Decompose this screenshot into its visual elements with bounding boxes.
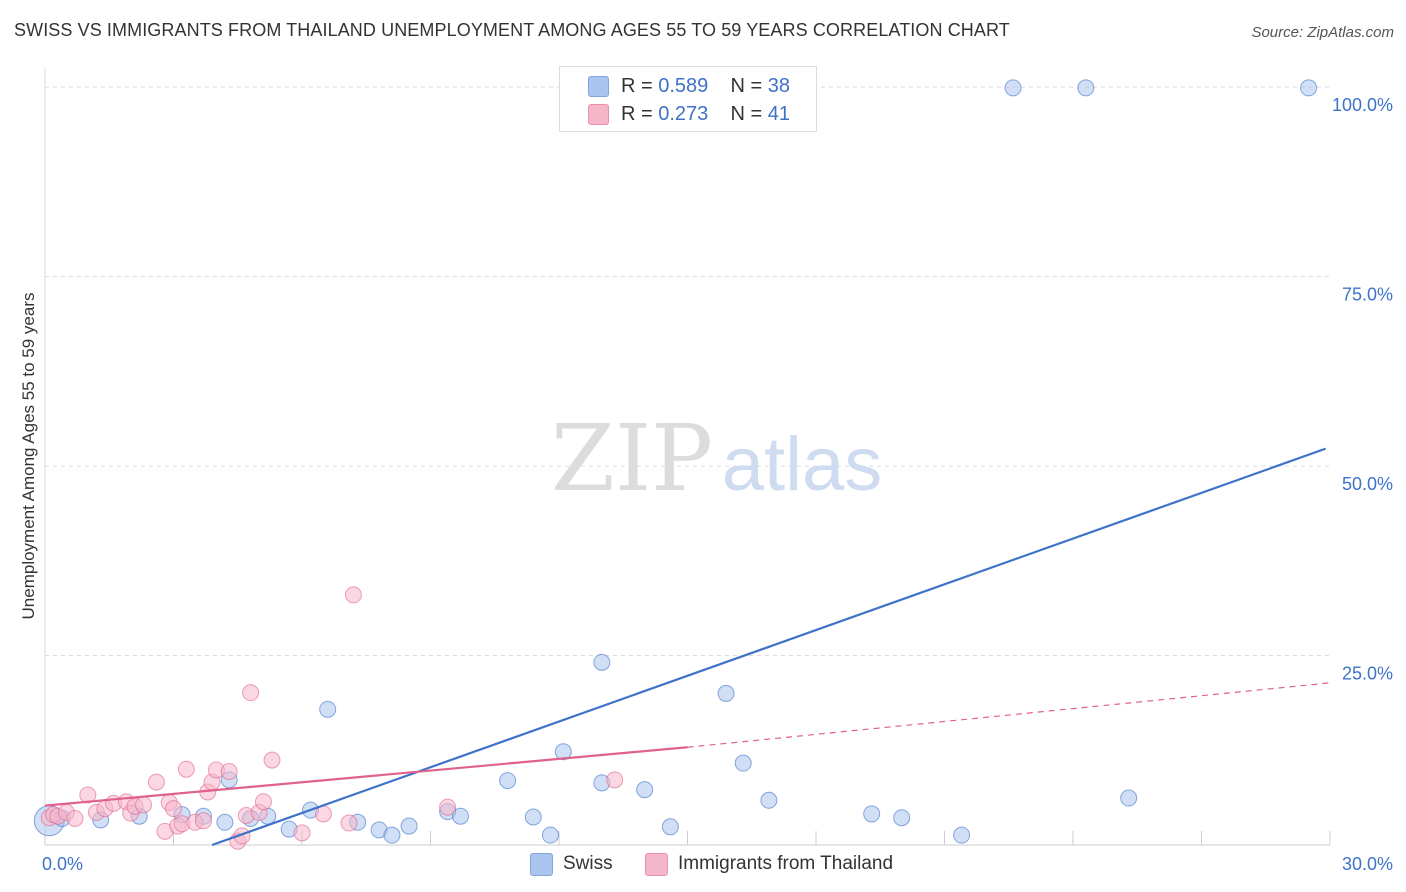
source-label: Source: ZipAtlas.com (1251, 24, 1394, 41)
watermark-zip: ZIP (551, 405, 713, 512)
trend-line-swiss (211, 447, 1327, 847)
trend-line-thailand (44, 746, 688, 807)
point-swiss (893, 809, 911, 827)
point-swiss (593, 653, 611, 671)
point-thailand (147, 773, 165, 791)
point-thailand (293, 824, 311, 842)
watermark-atlas: atlas (722, 422, 883, 507)
legend-label-swiss: Swiss (563, 853, 613, 874)
point-swiss (760, 791, 778, 809)
tick-label-layer: 25.0% 50.0% 75.0% 100.0% 0.0% 30.0% (42, 95, 1393, 874)
point-thailand (344, 586, 362, 604)
legend-n-label: N = (730, 75, 768, 97)
point-swiss (383, 826, 401, 844)
legend-n-value: 41 (767, 103, 791, 125)
legend-r-label: R = (621, 75, 659, 97)
point-swiss (1300, 79, 1318, 97)
point-swiss (319, 700, 337, 718)
point-thailand (177, 760, 195, 778)
legend-r-value: 0.589 (658, 75, 709, 97)
legend-swatch-thailand (645, 853, 668, 876)
point-swiss (636, 781, 654, 799)
legend-swatch-swiss (588, 76, 609, 97)
legend-r-value: 0.273 (658, 103, 709, 125)
point-thailand (263, 751, 281, 769)
point-swiss (734, 754, 752, 772)
point-thailand (135, 796, 153, 814)
y-tick-label: 25.0% (1342, 664, 1393, 684)
y-tick-label: 75.0% (1342, 285, 1393, 305)
chart-title: SWISS VS IMMIGRANTS FROM THAILAND UNEMPL… (14, 20, 1010, 40)
point-thailand (79, 786, 97, 804)
point-swiss (1004, 79, 1022, 97)
legend-n-value: 38 (767, 75, 791, 97)
point-swiss (524, 808, 542, 826)
legend-n-label: N = (730, 103, 768, 125)
legend-swatch-thailand (588, 104, 609, 125)
points-layer (33, 79, 1318, 850)
point-swiss (541, 826, 559, 844)
point-thailand (606, 771, 624, 789)
point-swiss (400, 817, 418, 835)
x-tick-label: 0.0% (42, 854, 83, 874)
point-thailand (165, 800, 182, 818)
y-tick-label: 100.0% (1332, 95, 1393, 115)
point-swiss (451, 807, 469, 825)
point-thailand (340, 814, 358, 832)
point-thailand (66, 809, 84, 827)
trend-layer (44, 447, 1331, 847)
point-thailand (242, 684, 260, 702)
point-swiss (1077, 79, 1095, 97)
legend-swatch-swiss (530, 853, 553, 876)
y-tick-label: 50.0% (1342, 474, 1393, 494)
point-swiss (499, 772, 517, 790)
legend-label-thailand: Immigrants from Thailand (678, 853, 894, 874)
point-swiss (661, 818, 679, 836)
trend-line-thailand-dashed (687, 682, 1331, 748)
y-axis-label: Unemployment Among Ages 55 to 59 years (19, 292, 38, 620)
point-swiss (953, 826, 971, 844)
point-thailand (220, 762, 238, 780)
point-swiss (216, 813, 234, 831)
point-thailand (254, 793, 272, 811)
legend-r-label: R = (621, 103, 659, 125)
point-swiss (717, 684, 735, 702)
x-tick-label: 30.0% (1342, 854, 1393, 874)
point-swiss (863, 805, 881, 823)
point-swiss (1120, 789, 1138, 807)
point-thailand (439, 798, 457, 816)
series-legend: Swiss Immigrants from Thailand (0, 850, 1406, 878)
point-thailand (194, 812, 212, 830)
point-swiss (554, 743, 572, 761)
correlation-legend: R = 0.589 N = 38 R = 0.273 N = 41 (559, 66, 817, 132)
